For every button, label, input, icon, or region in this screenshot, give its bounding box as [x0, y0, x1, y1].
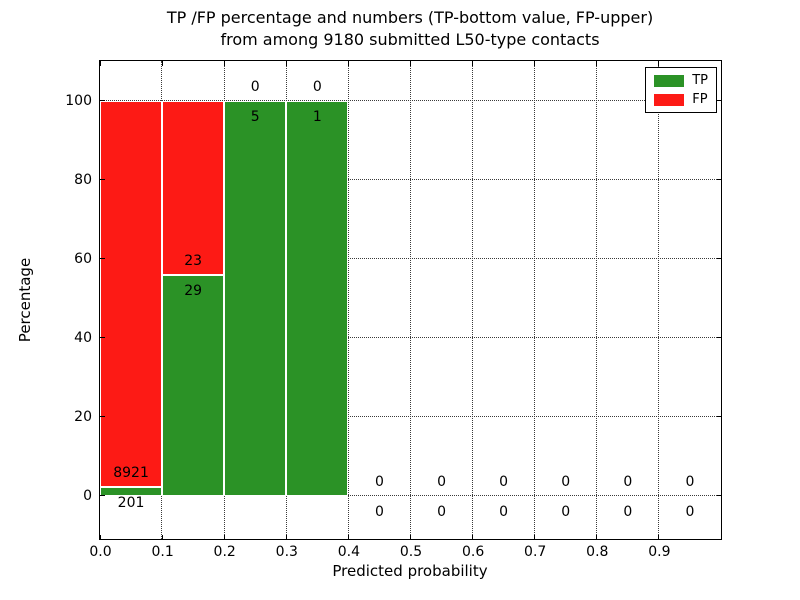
tp-count-label: 0 [561, 503, 571, 520]
v-gridline [534, 61, 535, 539]
tp-count-label: 0 [685, 503, 695, 520]
x-tick-label: 0.1 [151, 544, 174, 560]
tp-count-label: 0 [623, 503, 633, 520]
fp-count-label: 0 [685, 473, 695, 490]
tp-count-label: 0 [437, 503, 447, 520]
fp-count-label: 0 [499, 473, 509, 490]
x-tick-label: 0.5 [399, 544, 423, 560]
x-tick-mark [534, 534, 536, 539]
y-tick-mark [100, 257, 105, 260]
x-tick-mark-top [223, 61, 225, 66]
x-tick-mark-top [472, 61, 474, 66]
y-tick-label: 100 [65, 93, 92, 109]
chart-title-line-1: TP /FP percentage and numbers (TP-bottom… [166, 8, 654, 27]
x-tick-mark [99, 534, 101, 539]
tp-count-label: 0 [499, 503, 509, 520]
y-tick-mark-right [716, 336, 721, 339]
y-axis-label: Percentage [16, 257, 34, 343]
fp-count-label: 23 [184, 253, 203, 270]
legend-item-tp: TP [654, 74, 708, 87]
tp-count-label: 5 [250, 108, 260, 125]
bar-tp-segment [286, 100, 349, 496]
y-tick-mark [100, 99, 105, 102]
y-tick-mark-right [716, 99, 721, 102]
plot-area: 8921 201 23 29 0 5 0 1 0 0 0 0 0 0 0 0 0 0 0 0 TP FP [99, 60, 722, 540]
y-tick-label: 40 [74, 330, 92, 347]
chart-title: TP /FP percentage and numbers (TP-bottom… [167, 7, 653, 52]
fp-count-label: 0 [250, 78, 260, 95]
x-tick-mark [409, 534, 412, 539]
tp-count-label: 201 [117, 494, 145, 511]
x-tick-mark-top [99, 61, 101, 66]
v-gridline [409, 61, 411, 539]
y-tick-label: 60 [74, 251, 92, 268]
legend: TP FP [645, 67, 717, 113]
x-tick-label: 0.3 [275, 544, 298, 560]
y-tick-mark [100, 336, 105, 339]
x-tick-mark [596, 534, 598, 539]
x-tick-mark-top [161, 61, 163, 66]
y-tick-mark-right [716, 257, 721, 260]
y-tick-label: 0 [83, 488, 92, 505]
y-tick-mark-right [716, 415, 721, 418]
fp-count-label: 0 [374, 473, 384, 490]
x-tick-mark-top [534, 61, 536, 66]
x-axis-label: Predicted probability [332, 562, 488, 580]
fp-count-label: 0 [623, 473, 633, 490]
bar-tp-segment [100, 486, 163, 496]
x-tick-mark-top [347, 61, 349, 66]
x-tick-mark-top [285, 61, 287, 66]
x-tick-label: 0.4 [337, 544, 361, 560]
x-tick-mark [285, 534, 287, 539]
tp-count-label: 29 [184, 283, 203, 300]
fp-count-label: 0 [312, 78, 322, 95]
fp-count-label: 0 [437, 473, 447, 490]
fp-count-label: 0 [561, 473, 571, 490]
y-tick-label: 80 [74, 172, 92, 188]
bar-tp-segment [162, 275, 225, 496]
tp-count-label: 0 [374, 503, 384, 520]
bar-tp-segment [224, 100, 287, 496]
fp-count-label: 8921 [113, 464, 149, 481]
legend-swatch-tp [654, 74, 685, 87]
x-tick-mark [658, 534, 660, 539]
x-tick-mark [161, 534, 163, 539]
x-tick-label: 0.7 [524, 544, 547, 560]
tp-count-label: 1 [312, 108, 322, 125]
legend-label: FP [692, 92, 708, 107]
y-tick-mark [100, 415, 105, 418]
x-tick-mark [223, 534, 225, 539]
bar-fp-segment [100, 100, 163, 487]
x-tick-mark [472, 534, 474, 539]
bar-fp-segment [162, 100, 225, 276]
x-tick-label: 0.0 [89, 544, 112, 560]
legend-swatch-fp [654, 93, 685, 106]
v-gridline [471, 61, 473, 539]
x-tick-mark-top [409, 61, 412, 66]
x-tick-label: 0.6 [461, 544, 485, 560]
x-tick-label: 0.2 [213, 544, 236, 560]
v-gridline [658, 61, 660, 539]
chart-title-line-2: from among 9180 submitted L50-type conta… [220, 30, 600, 50]
x-tick-mark-top [596, 61, 598, 66]
x-tick-mark [347, 534, 349, 539]
y-tick-mark [100, 494, 105, 497]
y-tick-mark-right [716, 494, 721, 497]
legend-label: TP [692, 73, 708, 88]
x-tick-mark-top [658, 61, 660, 66]
y-tick-mark [100, 178, 105, 181]
y-tick-mark-right [716, 178, 721, 181]
x-tick-label: 0.9 [648, 544, 671, 560]
x-tick-label: 0.8 [586, 544, 609, 560]
y-tick-label: 20 [74, 409, 92, 426]
legend-item-fp: FP [654, 93, 708, 106]
v-gridline [596, 61, 598, 539]
